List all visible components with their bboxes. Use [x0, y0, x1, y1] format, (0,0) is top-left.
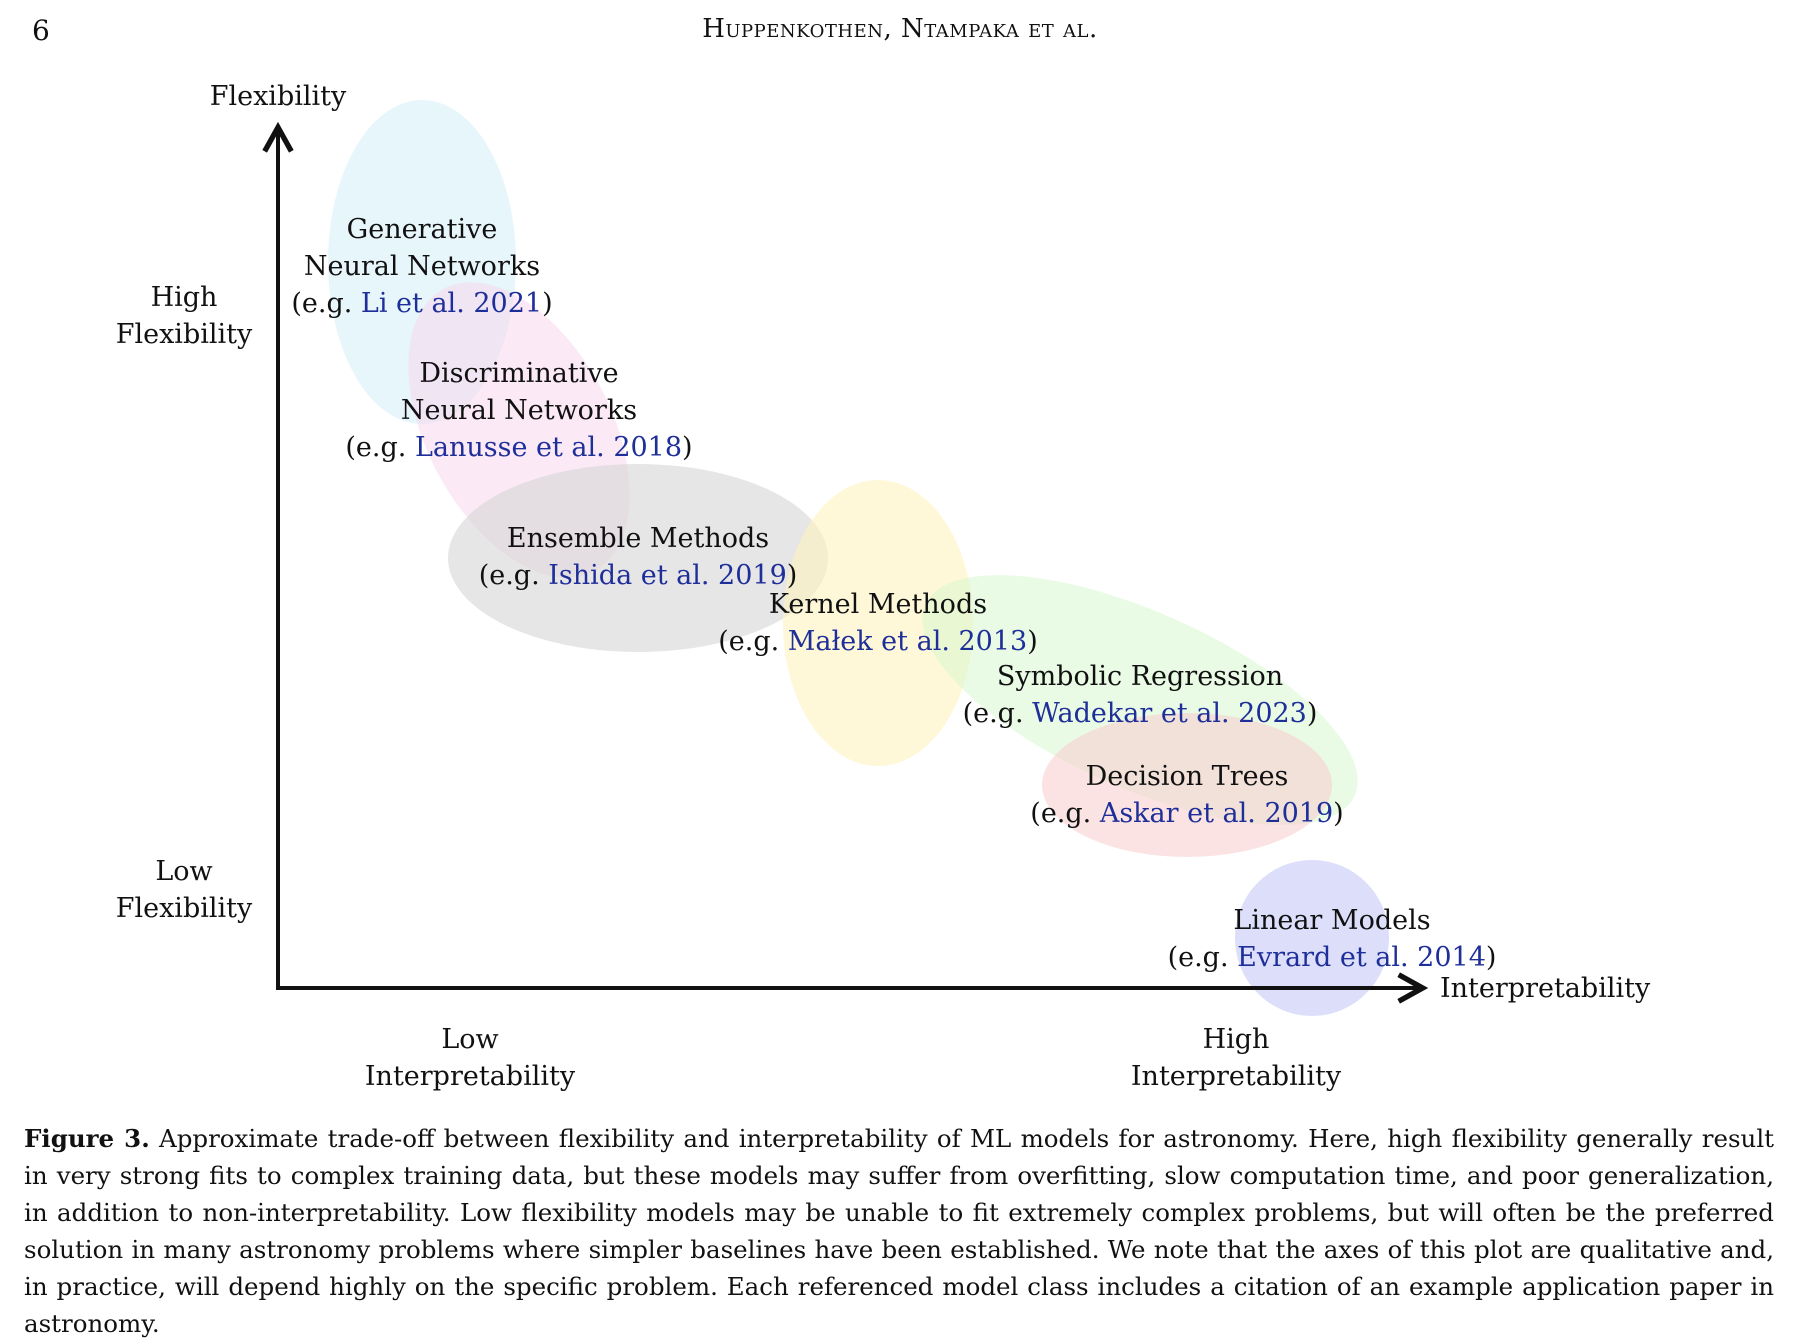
y-low-label: Low Flexibility — [116, 856, 253, 924]
citation-link[interactable]: Ishida et al. 2019 — [548, 560, 787, 591]
model-title: Discriminative — [419, 358, 618, 389]
cite-prefix: (e.g. — [963, 698, 1033, 729]
region-kernel — [783, 480, 973, 766]
cite-suffix: ) — [1027, 626, 1038, 657]
x-high-label-line: Interpretability — [1131, 1061, 1342, 1092]
model-title: Generative — [347, 214, 498, 245]
model-citation-line: (e.g. Askar et al. 2019) — [1030, 798, 1343, 829]
cite-suffix: ) — [787, 560, 798, 591]
cite-prefix: (e.g. — [718, 626, 788, 657]
model-label-ensemble: Ensemble Methods (e.g. Ishida et al. 201… — [479, 523, 798, 591]
x-low-label: Low Interpretability — [365, 1024, 576, 1092]
model-label-linear: Linear Models (e.g. Evrard et al. 2014) — [1168, 905, 1497, 973]
citation-link[interactable]: Lanusse et al. 2018 — [415, 432, 682, 463]
x-low-label-line: Interpretability — [365, 1061, 576, 1092]
citation-link[interactable]: Wadekar et al. 2023 — [1032, 698, 1307, 729]
flexibility-interpretability-figure: Flexibility Interpretability High Flexib… — [116, 81, 1651, 1092]
model-citation-line: (e.g. Małek et al. 2013) — [718, 626, 1038, 657]
figure-label: Figure 3. — [24, 1124, 150, 1153]
model-citation-line: (e.g. Li et al. 2021) — [291, 288, 552, 319]
model-label-decision-trees: Decision Trees (e.g. Askar et al. 2019) — [1030, 761, 1343, 829]
cite-suffix: ) — [1333, 798, 1344, 829]
region-ensemble — [448, 464, 828, 652]
region-decision-trees — [1042, 713, 1332, 857]
x-low-label-line: Low — [441, 1024, 498, 1055]
cite-prefix: (e.g. — [1168, 942, 1238, 973]
model-regions — [328, 100, 1389, 1016]
model-title: Linear Models — [1233, 905, 1430, 936]
y-low-label-line: Low — [155, 856, 212, 887]
citation-link[interactable]: Evrard et al. 2014 — [1237, 942, 1486, 973]
y-low-label-line: Flexibility — [116, 893, 253, 924]
cite-suffix: ) — [682, 432, 693, 463]
model-title: Ensemble Methods — [507, 523, 769, 554]
model-citation-line: (e.g. Ishida et al. 2019) — [479, 560, 798, 591]
model-title: Decision Trees — [1086, 761, 1289, 792]
model-label-kernel: Kernel Methods (e.g. Małek et al. 2013) — [718, 589, 1038, 657]
model-label-generative: Generative Neural Networks (e.g. Li et a… — [291, 214, 552, 319]
model-citation-line: (e.g. Lanusse et al. 2018) — [345, 432, 692, 463]
y-high-label-line: High — [151, 282, 218, 313]
x-axis-title: Interpretability — [1440, 973, 1651, 1004]
model-title: Kernel Methods — [769, 589, 987, 620]
x-high-label: High Interpretability — [1131, 1024, 1342, 1092]
cite-suffix: ) — [1307, 698, 1318, 729]
region-linear — [1235, 860, 1389, 1016]
model-citation-line: (e.g. Wadekar et al. 2023) — [963, 698, 1318, 729]
page-header: 6 Huppenkothen, Ntampaka et al. — [0, 10, 1800, 50]
page-number: 6 — [32, 14, 50, 47]
cite-prefix: (e.g. — [291, 288, 361, 319]
model-title: Neural Networks — [304, 251, 540, 282]
y-high-label: High Flexibility — [116, 282, 253, 350]
model-title: Symbolic Regression — [997, 661, 1283, 692]
cite-prefix: (e.g. — [479, 560, 549, 591]
model-title: Neural Networks — [401, 395, 637, 426]
y-axis-title: Flexibility — [210, 81, 347, 112]
cite-suffix: ) — [1486, 942, 1497, 973]
citation-link[interactable]: Askar et al. 2019 — [1099, 798, 1333, 829]
cite-prefix: (e.g. — [1030, 798, 1100, 829]
x-high-label-line: High — [1203, 1024, 1270, 1055]
cite-prefix: (e.g. — [345, 432, 415, 463]
model-label-symbolic: Symbolic Regression (e.g. Wadekar et al.… — [963, 661, 1318, 729]
model-label-discriminative: Discriminative Neural Networks (e.g. Lan… — [345, 358, 692, 463]
citation-link[interactable]: Li et al. 2021 — [361, 288, 542, 319]
running-head: Huppenkothen, Ntampaka et al. — [702, 14, 1098, 44]
caption-text: Approximate trade-off between flexibilit… — [24, 1124, 1775, 1338]
model-citation-line: (e.g. Evrard et al. 2014) — [1168, 942, 1497, 973]
citation-link[interactable]: Małek et al. 2013 — [788, 626, 1027, 657]
y-high-label-line: Flexibility — [116, 319, 253, 350]
figure-caption: Figure 3. Approximate trade-off between … — [24, 1120, 1774, 1342]
cite-suffix: ) — [542, 288, 553, 319]
